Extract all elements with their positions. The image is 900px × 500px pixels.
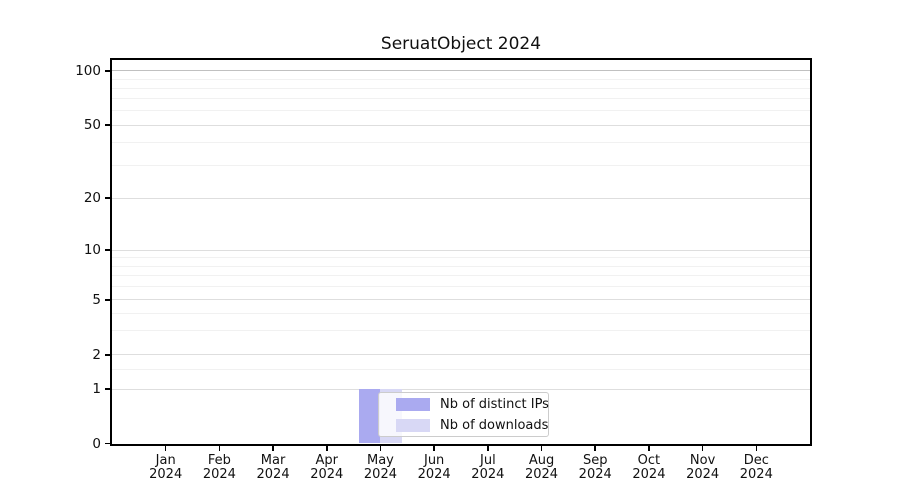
minor-gridline — [112, 78, 810, 80]
x-tick-label-jul: Jul 2024 — [458, 452, 518, 483]
x-tick-month: Sep — [582, 452, 608, 468]
x-tick-label-jun: Jun 2024 — [404, 452, 464, 483]
x-tick-year: 2024 — [417, 467, 451, 482]
minor-gridline — [112, 286, 810, 288]
x-tick-mark — [218, 445, 221, 451]
y-tick-label: 10 — [83, 242, 101, 258]
minor-gridline — [112, 98, 810, 100]
minor-gridline — [112, 165, 810, 167]
minor-gridline — [112, 368, 810, 370]
x-tick-mark — [540, 445, 543, 451]
minor-gridline — [112, 265, 810, 267]
major-gridline — [112, 249, 810, 251]
minor-gridline — [112, 312, 810, 314]
x-tick-label-jan: Jan 2024 — [136, 452, 196, 483]
x-tick-mark — [433, 445, 435, 451]
y-tick-mark — [105, 70, 111, 72]
y-tick-mark — [105, 124, 111, 126]
y-tick-label: 20 — [83, 190, 101, 206]
x-tick-mark — [325, 445, 328, 451]
x-tick-month: Jul — [480, 452, 496, 468]
y-tick-label: 5 — [92, 291, 101, 308]
x-tick-mark — [648, 445, 650, 451]
y-tick-mark — [105, 388, 111, 390]
x-tick-mark — [379, 445, 382, 451]
major-gridline — [112, 197, 810, 199]
x-tick-year: 2024 — [739, 467, 773, 482]
minor-gridline — [112, 87, 810, 89]
legend-label-downloads: Nb of downloads — [440, 417, 549, 433]
minor-gridline — [112, 275, 810, 277]
y-tick-mark — [105, 197, 111, 199]
x-tick-mark — [487, 445, 489, 451]
legend-entry-downloads: Nb of downloads — [379, 416, 548, 435]
x-tick-month: Mar — [260, 452, 286, 468]
major-gridline — [112, 354, 810, 356]
bar-distinct-ips-may — [358, 389, 381, 444]
x-tick-year: 2024 — [686, 467, 720, 482]
x-tick-month: Jan — [155, 452, 176, 468]
x-tick-label-aug: Aug 2024 — [512, 452, 572, 483]
minor-gridline — [112, 142, 810, 144]
major-gridline — [112, 124, 810, 126]
y-tick-mark — [105, 354, 111, 356]
y-tick-mark — [105, 442, 111, 445]
x-tick-label-feb: Feb 2024 — [189, 452, 249, 483]
x-tick-label-mar: Mar 2024 — [243, 452, 303, 483]
minor-gridline — [112, 110, 810, 112]
legend-swatch-downloads — [396, 418, 430, 432]
major-gridline — [112, 70, 810, 72]
x-tick-year: 2024 — [524, 467, 559, 482]
legend-swatch-distinct-ips — [396, 397, 430, 411]
x-tick-mark — [594, 445, 597, 451]
legend-label-distinct-ips: Nb of distinct IPs — [440, 396, 549, 412]
x-tick-year: 2024 — [471, 467, 505, 482]
x-tick-year: 2024 — [202, 467, 236, 482]
y-tick-mark — [105, 299, 111, 301]
x-tick-month: Dec — [743, 452, 769, 468]
x-tick-year: 2024 — [256, 467, 290, 482]
major-gridline — [112, 388, 810, 390]
legend: Nb of distinct IPs Nb of downloads — [378, 392, 549, 437]
x-tick-label-nov: Nov 2024 — [673, 452, 733, 483]
plot-area — [110, 57, 812, 446]
y-tick-label: 1 — [92, 381, 101, 397]
x-tick-year: 2024 — [149, 467, 183, 482]
major-gridline — [112, 299, 810, 301]
x-tick-mark — [755, 445, 758, 451]
x-tick-month: Oct — [637, 452, 661, 468]
y-tick-label: 50 — [83, 117, 101, 133]
minor-gridline — [112, 330, 810, 332]
x-tick-month: Apr — [315, 452, 339, 468]
x-tick-month: Feb — [207, 452, 231, 468]
y-tick-label: 100 — [75, 62, 101, 79]
x-tick-mark — [272, 445, 274, 451]
x-tick-year: 2024 — [310, 467, 344, 482]
x-tick-label-may: May 2024 — [350, 452, 410, 483]
x-tick-year: 2024 — [632, 467, 666, 482]
x-tick-year: 2024 — [363, 467, 397, 482]
x-tick-label-apr: Apr 2024 — [297, 452, 357, 483]
x-tick-mark — [701, 445, 704, 451]
x-tick-mark — [164, 445, 167, 451]
y-tick-label: 2 — [92, 346, 101, 363]
legend-entry-distinct-ips: Nb of distinct IPs — [379, 395, 549, 414]
minor-gridline — [112, 257, 810, 259]
x-tick-label-sep: Sep 2024 — [565, 452, 625, 483]
x-tick-month: Aug — [528, 452, 555, 468]
x-tick-month: Jun — [423, 452, 445, 468]
x-tick-year: 2024 — [578, 467, 612, 482]
x-tick-label-dec: Dec 2024 — [726, 452, 786, 483]
x-tick-month: May — [367, 452, 394, 468]
chart-title: SeruatObject 2024 — [380, 34, 542, 54]
x-tick-month: Nov — [689, 452, 716, 468]
x-tick-label-oct: Oct 2024 — [619, 452, 679, 483]
y-tick-label: 0 — [92, 435, 101, 452]
y-tick-mark — [105, 249, 111, 251]
